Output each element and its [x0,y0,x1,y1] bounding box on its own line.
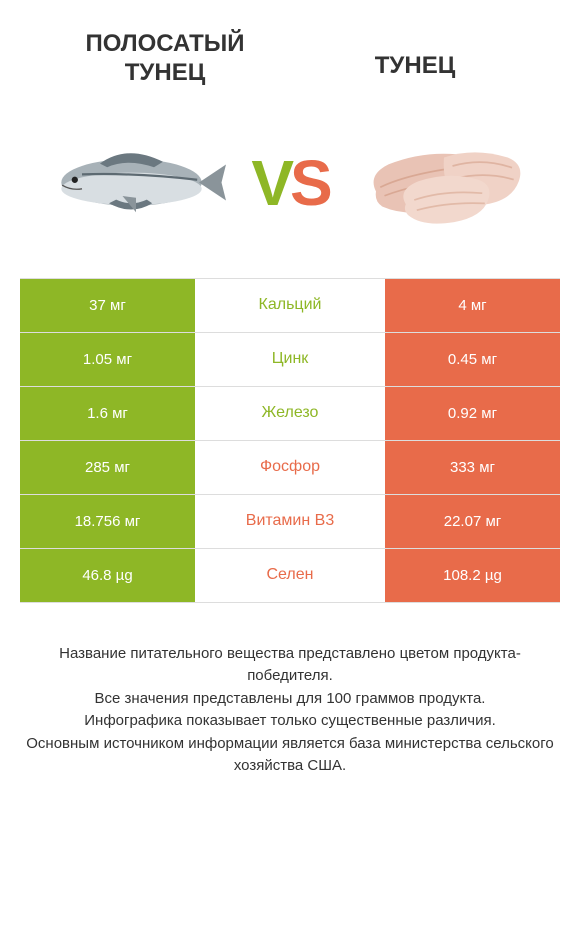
left-value-cell: 285 мг [20,441,195,494]
footer-line-4: Основным источником информации является … [26,733,554,778]
comparison-table: 37 мгКальций4 мг1.05 мгЦинк0.45 мг1.6 мг… [20,278,560,603]
nutrient-label-cell: Железо [195,387,385,440]
vs-badge: V S [251,151,328,215]
left-value-cell: 46.8 µg [20,549,195,602]
nutrient-label-cell: Цинк [195,333,385,386]
tuna-fish-icon [46,142,226,223]
header-right: Тунец [290,30,540,81]
nutrient-label-cell: Кальций [195,279,385,332]
right-product-image [339,118,550,248]
left-product-title: Полосатый тунец [40,30,290,88]
left-product-image [30,118,241,248]
nutrient-label-cell: Фосфор [195,441,385,494]
vs-v-letter: V [251,151,290,215]
right-value-cell: 4 мг [385,279,560,332]
table-row: 1.05 мгЦинк0.45 мг [20,333,560,387]
right-value-cell: 0.45 мг [385,333,560,386]
right-value-cell: 22.07 мг [385,495,560,548]
left-value-cell: 18.756 мг [20,495,195,548]
footer-line-2: Все значения представлены для 100 граммо… [26,688,554,711]
header-left: Полосатый тунец [40,30,290,88]
table-row: 18.756 мгВитамин B322.07 мг [20,495,560,549]
footer-line-1: Название питательного вещества представл… [26,643,554,688]
right-value-cell: 0.92 мг [385,387,560,440]
nutrient-label-cell: Витамин B3 [195,495,385,548]
left-value-cell: 1.05 мг [20,333,195,386]
left-value-cell: 37 мг [20,279,195,332]
table-row: 1.6 мгЖелезо0.92 мг [20,387,560,441]
left-value-cell: 1.6 мг [20,387,195,440]
right-value-cell: 333 мг [385,441,560,494]
footer-line-3: Инфографика показывает только существенн… [26,710,554,733]
table-row: 46.8 µgСелен108.2 µg [20,549,560,603]
footer-notes: Название питательного вещества представл… [20,643,560,778]
vs-s-letter: S [290,151,329,215]
right-value-cell: 108.2 µg [385,549,560,602]
tuna-meat-icon [359,132,529,234]
header: Полосатый тунец Тунец [0,0,580,98]
versus-row: V S [0,98,580,278]
nutrient-label-cell: Селен [195,549,385,602]
table-row: 285 мгФосфор333 мг [20,441,560,495]
table-row: 37 мгКальций4 мг [20,279,560,333]
right-product-title: Тунец [290,52,540,81]
